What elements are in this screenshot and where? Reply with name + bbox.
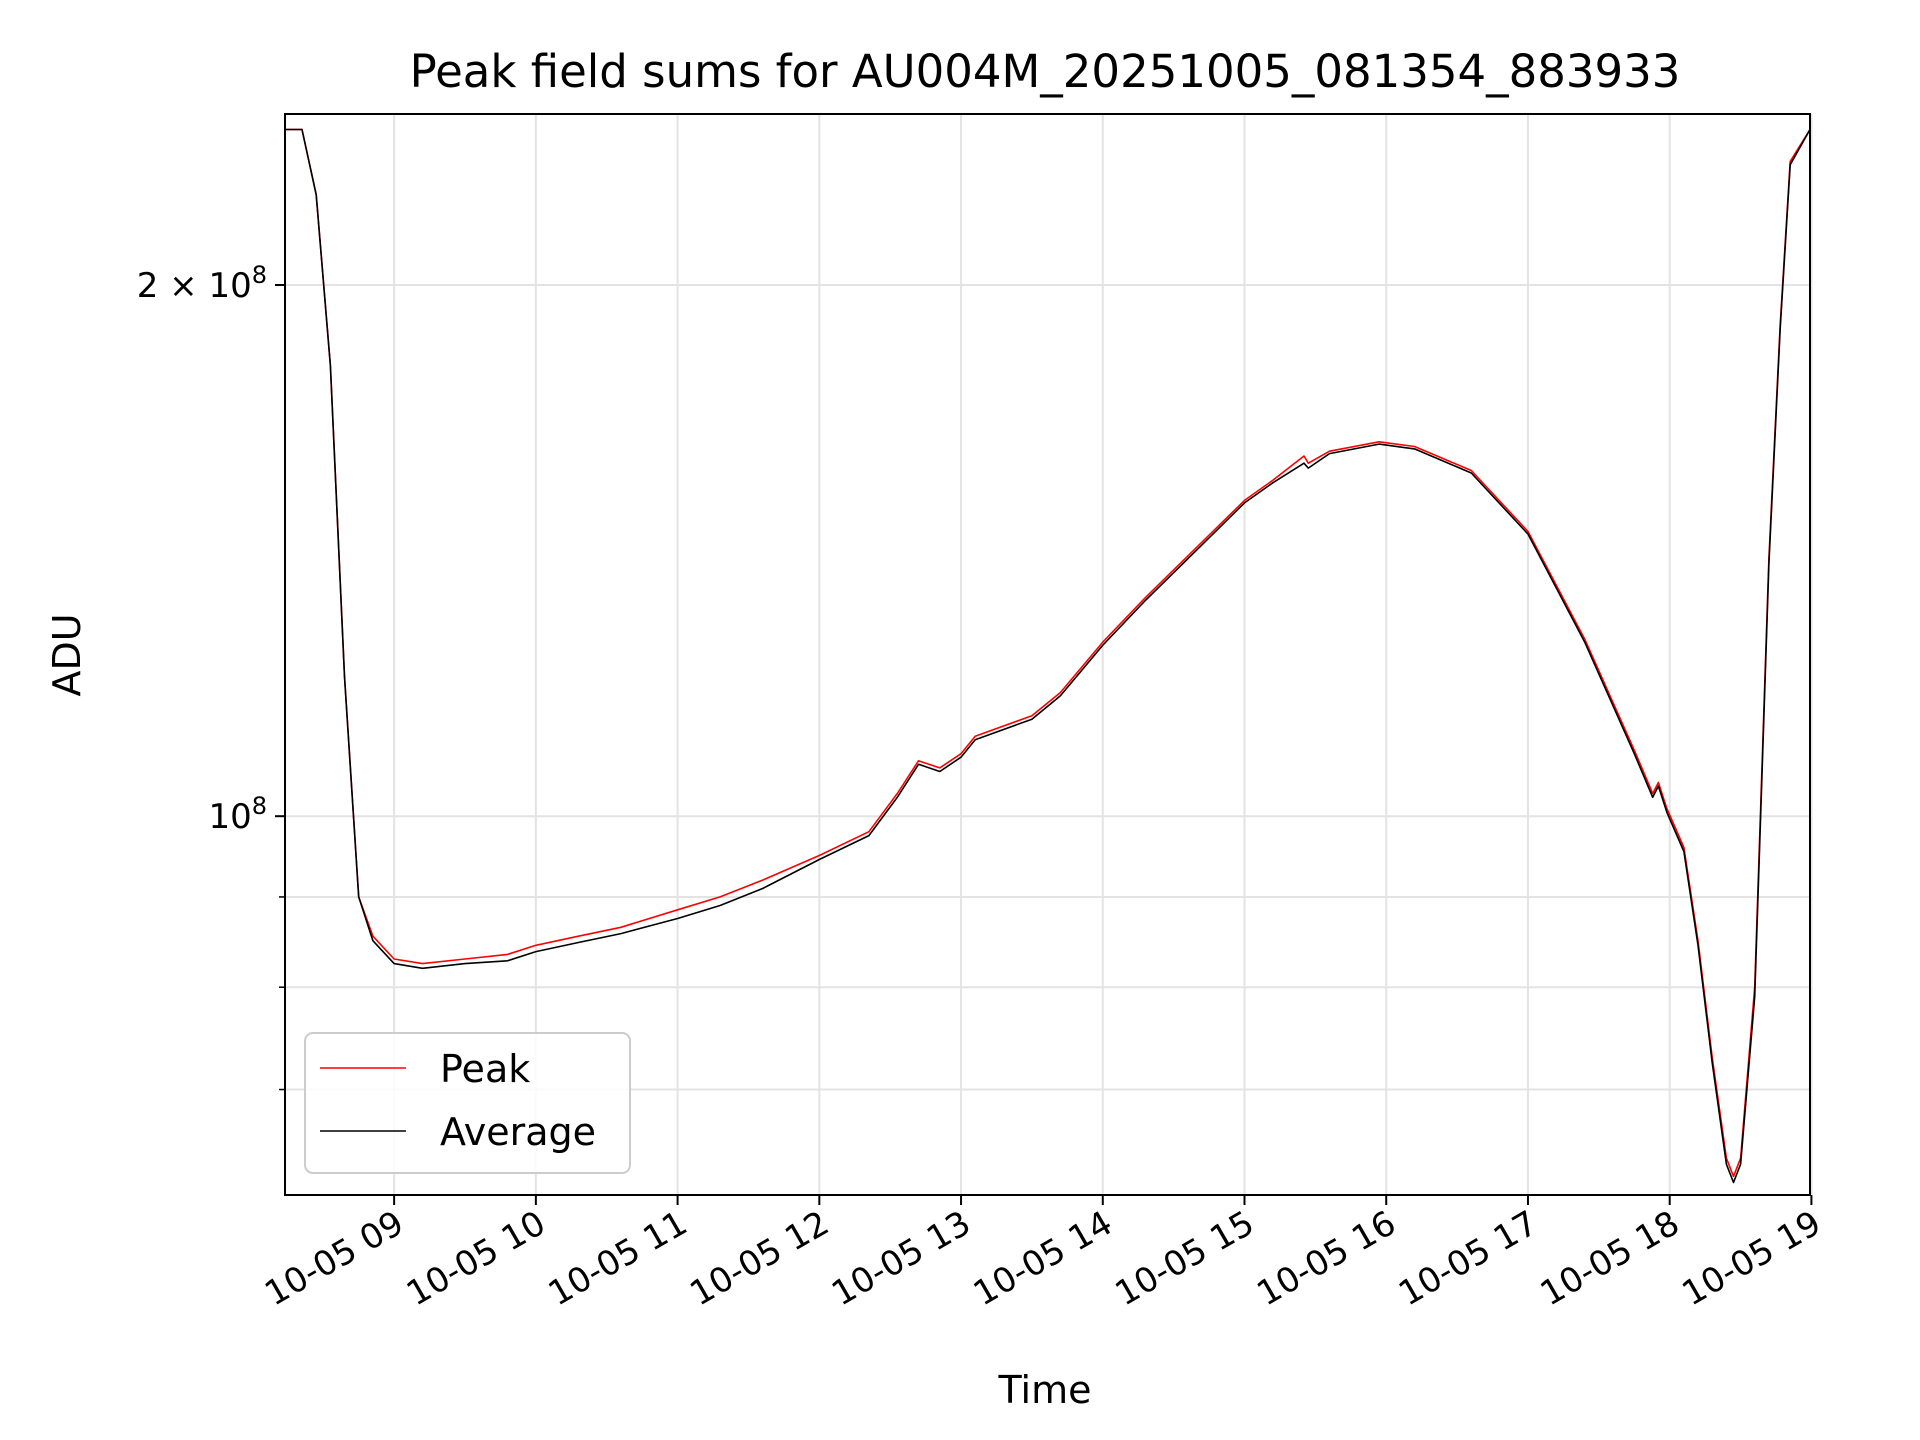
y-tick-label: 108 (208, 792, 267, 837)
grid-layer (285, 114, 1813, 1195)
y-axis-label: ADU (45, 613, 89, 696)
plot-frame (284, 113, 1811, 1196)
legend: Peak Average (304, 1032, 631, 1174)
chart-title: Peak field sums for AU004M_20251005_0813… (410, 45, 1681, 98)
legend-average-label: Average (440, 1110, 596, 1154)
legend-peak-label: Peak (440, 1047, 530, 1091)
y-tick-label: 2 × 108 (137, 261, 267, 306)
series-layer (285, 128, 1811, 1184)
series-line-average (285, 128, 1811, 1184)
x-axis-label: Time (998, 1368, 1092, 1412)
